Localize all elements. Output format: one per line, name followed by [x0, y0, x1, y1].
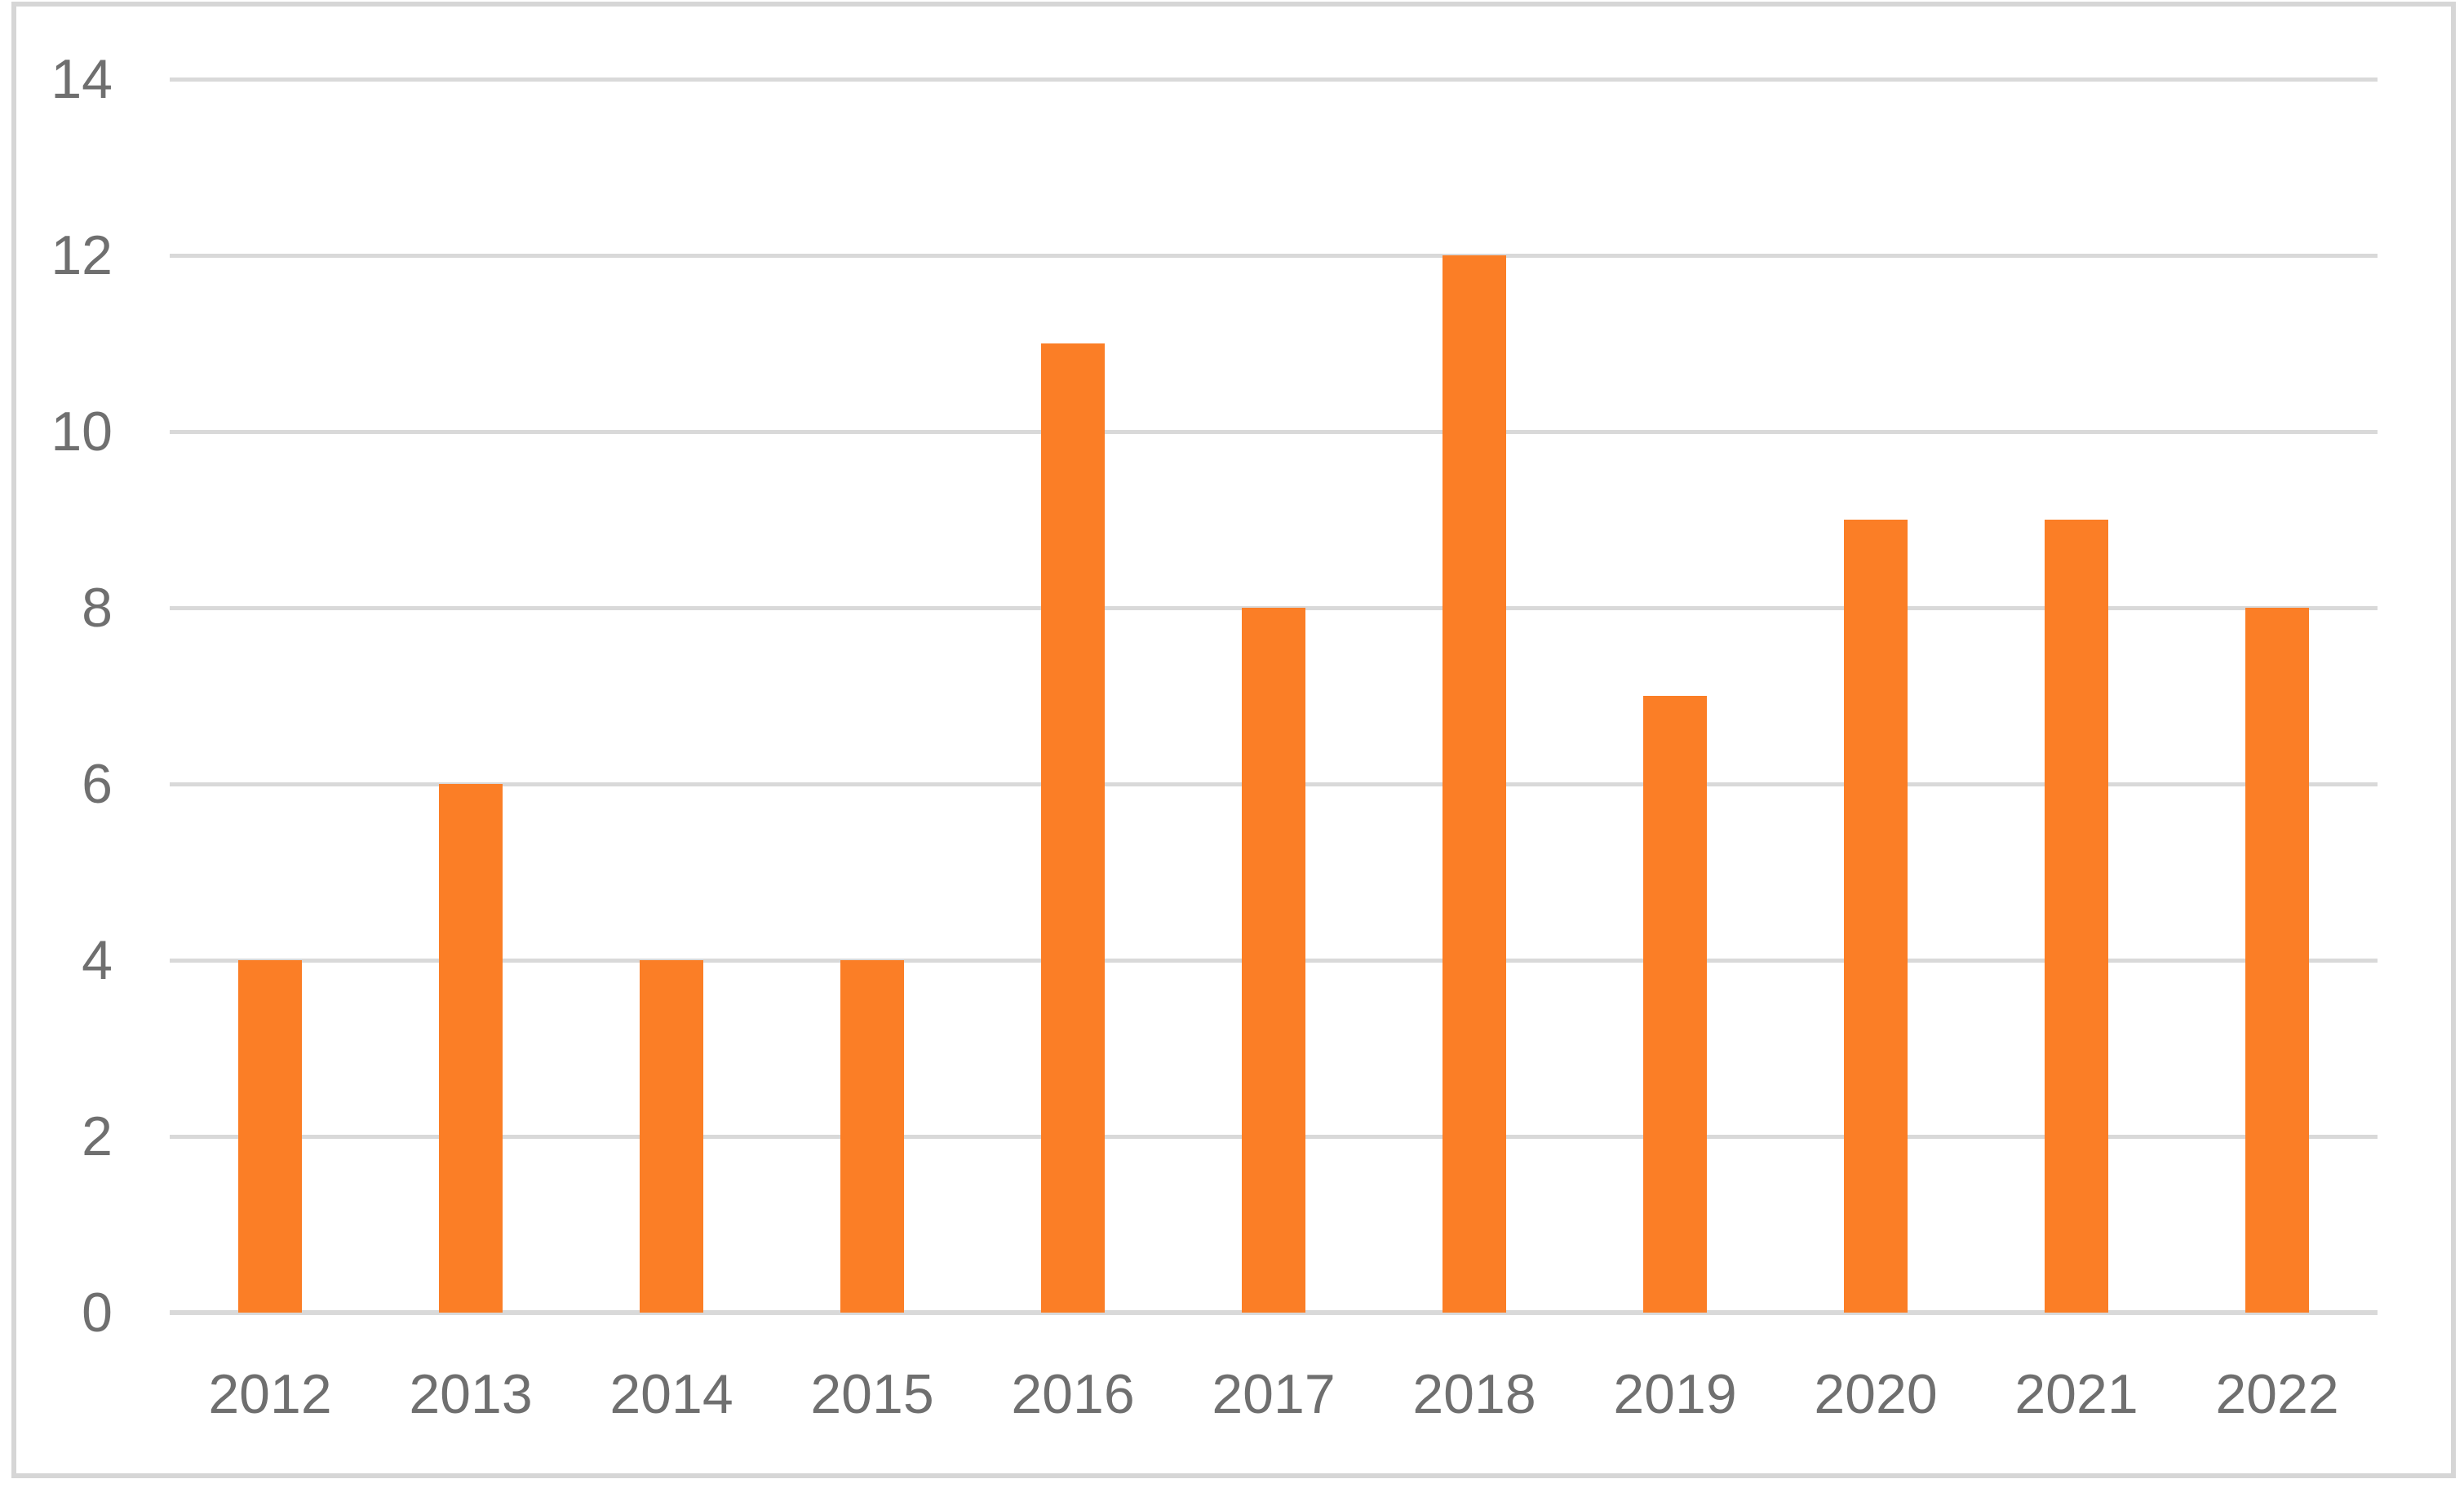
- y-axis-tick-label: 10: [51, 401, 113, 463]
- y-axis-tick-label: 0: [82, 1282, 113, 1344]
- x-axis-tick-label: 2012: [208, 1363, 332, 1425]
- bar-2014: [640, 960, 703, 1313]
- bar-2019: [1643, 696, 1707, 1313]
- x-axis-tick-label: 2014: [609, 1363, 733, 1425]
- bar-2016: [1041, 343, 1105, 1313]
- bar-2015: [840, 960, 904, 1313]
- plot-area: [170, 77, 2378, 1315]
- x-axis-line: [170, 1310, 2378, 1315]
- x-axis-tick-label: 2021: [2014, 1363, 2138, 1425]
- x-axis-tick-label: 2020: [1814, 1363, 1938, 1425]
- y-axis-tick-label: 12: [51, 224, 113, 286]
- y-axis-tick-label: 2: [82, 1105, 113, 1167]
- bar-2021: [2045, 520, 2108, 1313]
- bar-2012: [238, 960, 302, 1313]
- bar-2022: [2245, 608, 2309, 1313]
- bar-2017: [1242, 608, 1305, 1313]
- x-axis-tick-label: 2022: [2215, 1363, 2339, 1425]
- x-axis-tick-label: 2018: [1412, 1363, 1536, 1425]
- horizontal-gridline: [170, 253, 2378, 258]
- x-axis-tick-label: 2015: [810, 1363, 934, 1425]
- y-axis-tick-label: 6: [82, 753, 113, 815]
- y-axis-tick-label: 14: [51, 48, 113, 110]
- x-axis-tick-label: 2016: [1011, 1363, 1135, 1425]
- x-axis-tick-label: 2017: [1212, 1363, 1336, 1425]
- horizontal-gridline: [170, 429, 2378, 434]
- bar-2020: [1844, 520, 1908, 1313]
- horizontal-gridline: [170, 77, 2378, 82]
- y-axis-tick-label: 4: [82, 929, 113, 991]
- bar-2018: [1443, 255, 1506, 1313]
- y-axis-tick-label: 8: [82, 577, 113, 639]
- bar-2013: [439, 784, 503, 1313]
- x-axis-tick-label: 2013: [409, 1363, 533, 1425]
- x-axis-tick-label: 2019: [1613, 1363, 1737, 1425]
